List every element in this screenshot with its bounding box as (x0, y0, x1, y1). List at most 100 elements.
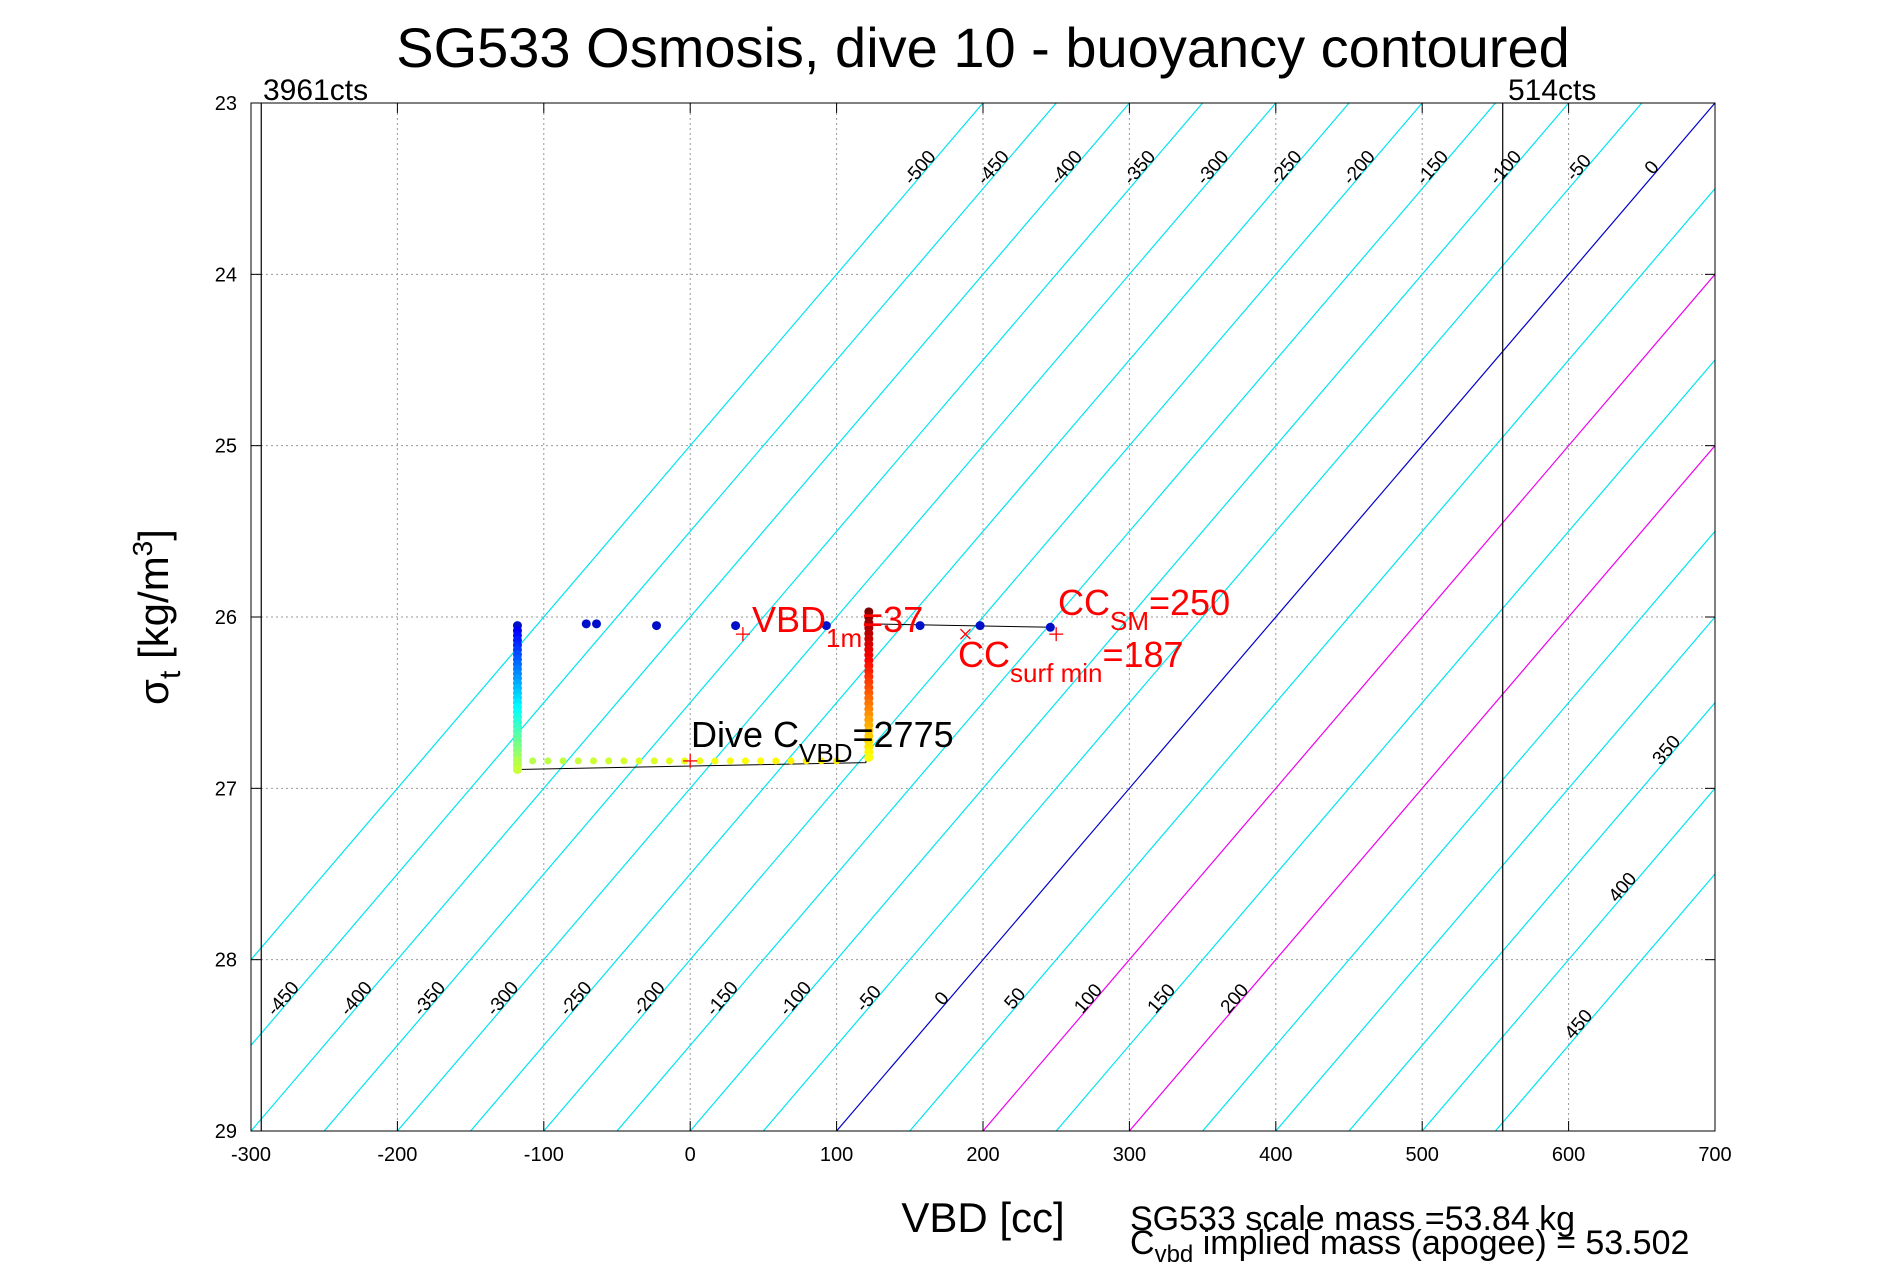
contour-line (616, 103, 1496, 1131)
dive-point (513, 757, 521, 765)
vbd-limit-lines (260, 103, 1504, 1131)
vbd-limit-left-label: 3961cts (263, 74, 368, 107)
y-axis-title: σt [kg/m3] (127, 529, 187, 705)
contour-line (1421, 787, 1715, 1131)
contour-line (1494, 873, 1715, 1131)
dive-point (821, 621, 831, 631)
dive-point (975, 621, 985, 631)
vbd-limit-right-label: 514cts (1508, 74, 1596, 107)
y-tick-label: 27 (215, 778, 237, 800)
dive-point (757, 757, 765, 765)
y-tick-label: 24 (215, 264, 237, 286)
y-tick-label: 23 (215, 93, 237, 115)
dive-point (665, 757, 673, 765)
x-tick-label: 100 (820, 1144, 853, 1166)
x-tick-label: -300 (231, 1144, 271, 1166)
contour-line (982, 273, 1715, 1131)
annotation-cvbd-sub: VBD (799, 738, 852, 768)
dive-point (711, 757, 719, 765)
contour-line (689, 103, 1570, 1131)
dive-point (1045, 622, 1055, 632)
dive-point (817, 757, 825, 765)
contour-line (1128, 444, 1715, 1131)
chart-title: SG533 Osmosis, dive 10 - buoyancy contou… (396, 16, 1570, 79)
footer-scale-mass: SG533 scale mass =53.84 kg (1130, 1200, 1575, 1238)
dive-point (833, 757, 841, 765)
dive-point (620, 757, 628, 765)
footer-implied-sub: vbd (1155, 1241, 1194, 1262)
dive-point (864, 752, 874, 762)
x-tick-label: 300 (1113, 1144, 1146, 1166)
x-tick-label: 600 (1552, 1144, 1585, 1166)
contour-line (251, 103, 1130, 1131)
dive-point (787, 757, 795, 765)
dive-point (592, 619, 602, 629)
annotation-ccsurf-value: =187 (1102, 634, 1183, 675)
annotation-ccsurf-main: CC (958, 634, 1010, 675)
dive-point (544, 757, 552, 765)
annotation-ccsm-sub: SM (1110, 606, 1149, 636)
annotation-vbd-value: =37 (862, 599, 923, 640)
buoyancy-contours (251, 103, 1715, 1131)
x-tick-label: 400 (1259, 1144, 1292, 1166)
dive-point (581, 619, 591, 629)
contour-line (1348, 701, 1715, 1131)
dive-point (650, 757, 658, 765)
dive-point (512, 764, 522, 774)
contour-line (251, 103, 984, 961)
contour-line (396, 103, 1277, 1131)
contour-line (762, 103, 1643, 1131)
dive-point (802, 757, 810, 765)
dive-point (652, 621, 662, 631)
dive-point (915, 621, 925, 631)
footer-implied-rest: implied mass (apogee) = 53.502 (1193, 1224, 1689, 1262)
x-tick-label: 200 (966, 1144, 999, 1166)
dive-point (605, 757, 613, 765)
reference-markers (683, 627, 1064, 768)
dive-point (529, 757, 537, 765)
y-tick-label: 28 (215, 950, 237, 972)
dive-point (574, 757, 582, 765)
annotation-vbd-main: VBD (752, 599, 826, 640)
contour-line (470, 103, 1350, 1131)
x-tick-label: 500 (1406, 1144, 1439, 1166)
dive-point (772, 757, 780, 765)
annotation-dive-cvbd: Dive CVBD=2775 (691, 714, 954, 768)
contour-line (1275, 616, 1715, 1131)
dive-point (731, 621, 741, 631)
annotation-vbd-1m: VBD1m=37 (752, 599, 923, 653)
contour-line (1202, 530, 1715, 1131)
x-tick-label: 0 (685, 1144, 696, 1166)
annotation-ccsm-value: =250 (1149, 582, 1230, 623)
dive-point (696, 757, 704, 765)
y-axis-units: [kg/m (130, 556, 177, 670)
dive-point (589, 757, 597, 765)
dive-points (512, 607, 1055, 774)
annotation-cvbd-main: Dive C (691, 714, 799, 755)
y-axis-sigma: σ (130, 679, 177, 705)
contour-line (323, 103, 1204, 1131)
annotation-cc-sm: CCSM=250 (1058, 582, 1230, 636)
y-tick-label: 25 (215, 436, 237, 458)
x-tick-label: -100 (524, 1144, 564, 1166)
y-axis-sub: t (154, 670, 187, 679)
dive-point (741, 757, 749, 765)
annotation-ccsm-main: CC (1058, 582, 1110, 623)
dive-point (559, 757, 567, 765)
annotation-cvbd-value: =2775 (853, 714, 954, 755)
axis-ticks: -300 -200 -100 0 100 200 300 400 500 600 700 23 24 25… (215, 93, 1732, 1166)
dive-point (635, 757, 643, 765)
annotation-vbd-sub: 1m (826, 623, 862, 653)
dive-point (726, 757, 734, 765)
footer-implied-mass: Cvbd implied mass (apogee) = 53.502 (1130, 1224, 1689, 1262)
contour-line (909, 187, 1715, 1131)
x-tick-label: 700 (1698, 1144, 1731, 1166)
y-tick-label: 29 (215, 1121, 237, 1143)
contour-line (1055, 359, 1715, 1131)
x-marker (959, 628, 971, 640)
footer-implied-main: C (1130, 1224, 1155, 1262)
contour-line (543, 103, 1423, 1131)
x-axis-title: VBD [cc] (901, 1194, 1064, 1241)
x-tick-label: -200 (377, 1144, 417, 1166)
